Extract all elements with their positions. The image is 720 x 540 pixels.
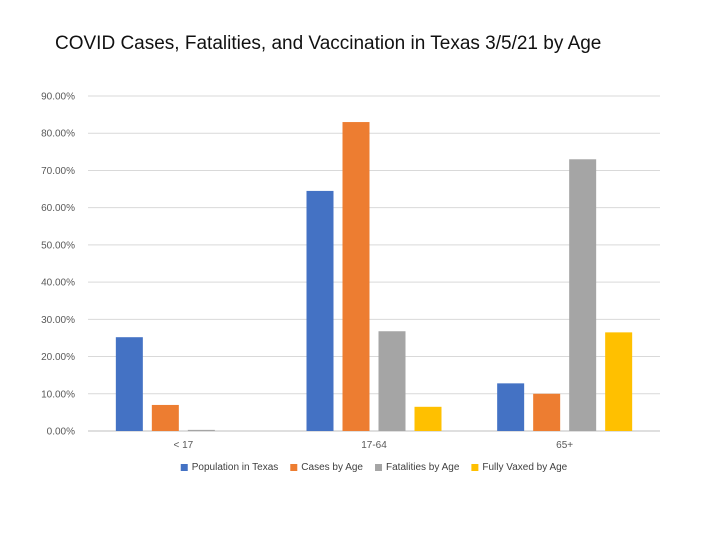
legend-swatch [375,464,383,471]
y-tick-label: 10.00% [41,389,75,400]
bar [497,383,525,431]
y-tick-label: 90.00% [41,92,75,103]
gridlines [88,95,660,432]
y-tick-label: 70.00% [41,166,75,177]
legend-item: Fully Vaxed by Age [471,462,568,473]
bar [533,393,561,431]
y-axis: 0.00% 10.00% 20.00% 30.00% 40.00% 50.00% 60.00… [41,92,75,438]
x-tick-label: 17-64 [361,440,387,451]
bar [605,332,633,431]
legend: Population in Texas Cases by Age Fatalitie… [180,462,568,473]
legend-swatch [471,464,479,471]
y-tick-label: 80.00% [41,129,75,140]
x-tick-label: 65+ [556,440,573,451]
bar [306,190,334,431]
bar [569,159,597,431]
legend-label: Fatalities by Age [386,462,460,473]
x-axis: < 17 17-64 65+ [173,440,573,451]
legend-swatch [290,464,298,471]
y-tick-label: 0.00% [47,427,75,438]
legend-item: Population in Texas [180,462,279,473]
bars [115,122,633,432]
legend-swatch [180,464,188,471]
y-tick-label: 30.00% [41,315,75,326]
legend-item: Cases by Age [290,462,363,473]
bar [187,429,215,431]
x-tick-label: < 17 [173,440,193,451]
y-tick-label: 50.00% [41,240,75,251]
chart-title: COVID Cases, Fatalities, and Vaccination… [55,33,602,54]
legend-label: Fully Vaxed by Age [482,462,567,473]
legend-label: Population in Texas [192,462,279,473]
legend-label: Cases by Age [301,462,363,473]
y-tick-label: 60.00% [41,203,75,214]
bar [115,337,143,431]
y-tick-label: 40.00% [41,278,75,289]
y-tick-label: 20.00% [41,352,75,363]
legend-item: Fatalities by Age [375,462,460,473]
bar [378,331,406,431]
bar [414,406,442,431]
bar [151,404,179,431]
bar [342,122,370,432]
